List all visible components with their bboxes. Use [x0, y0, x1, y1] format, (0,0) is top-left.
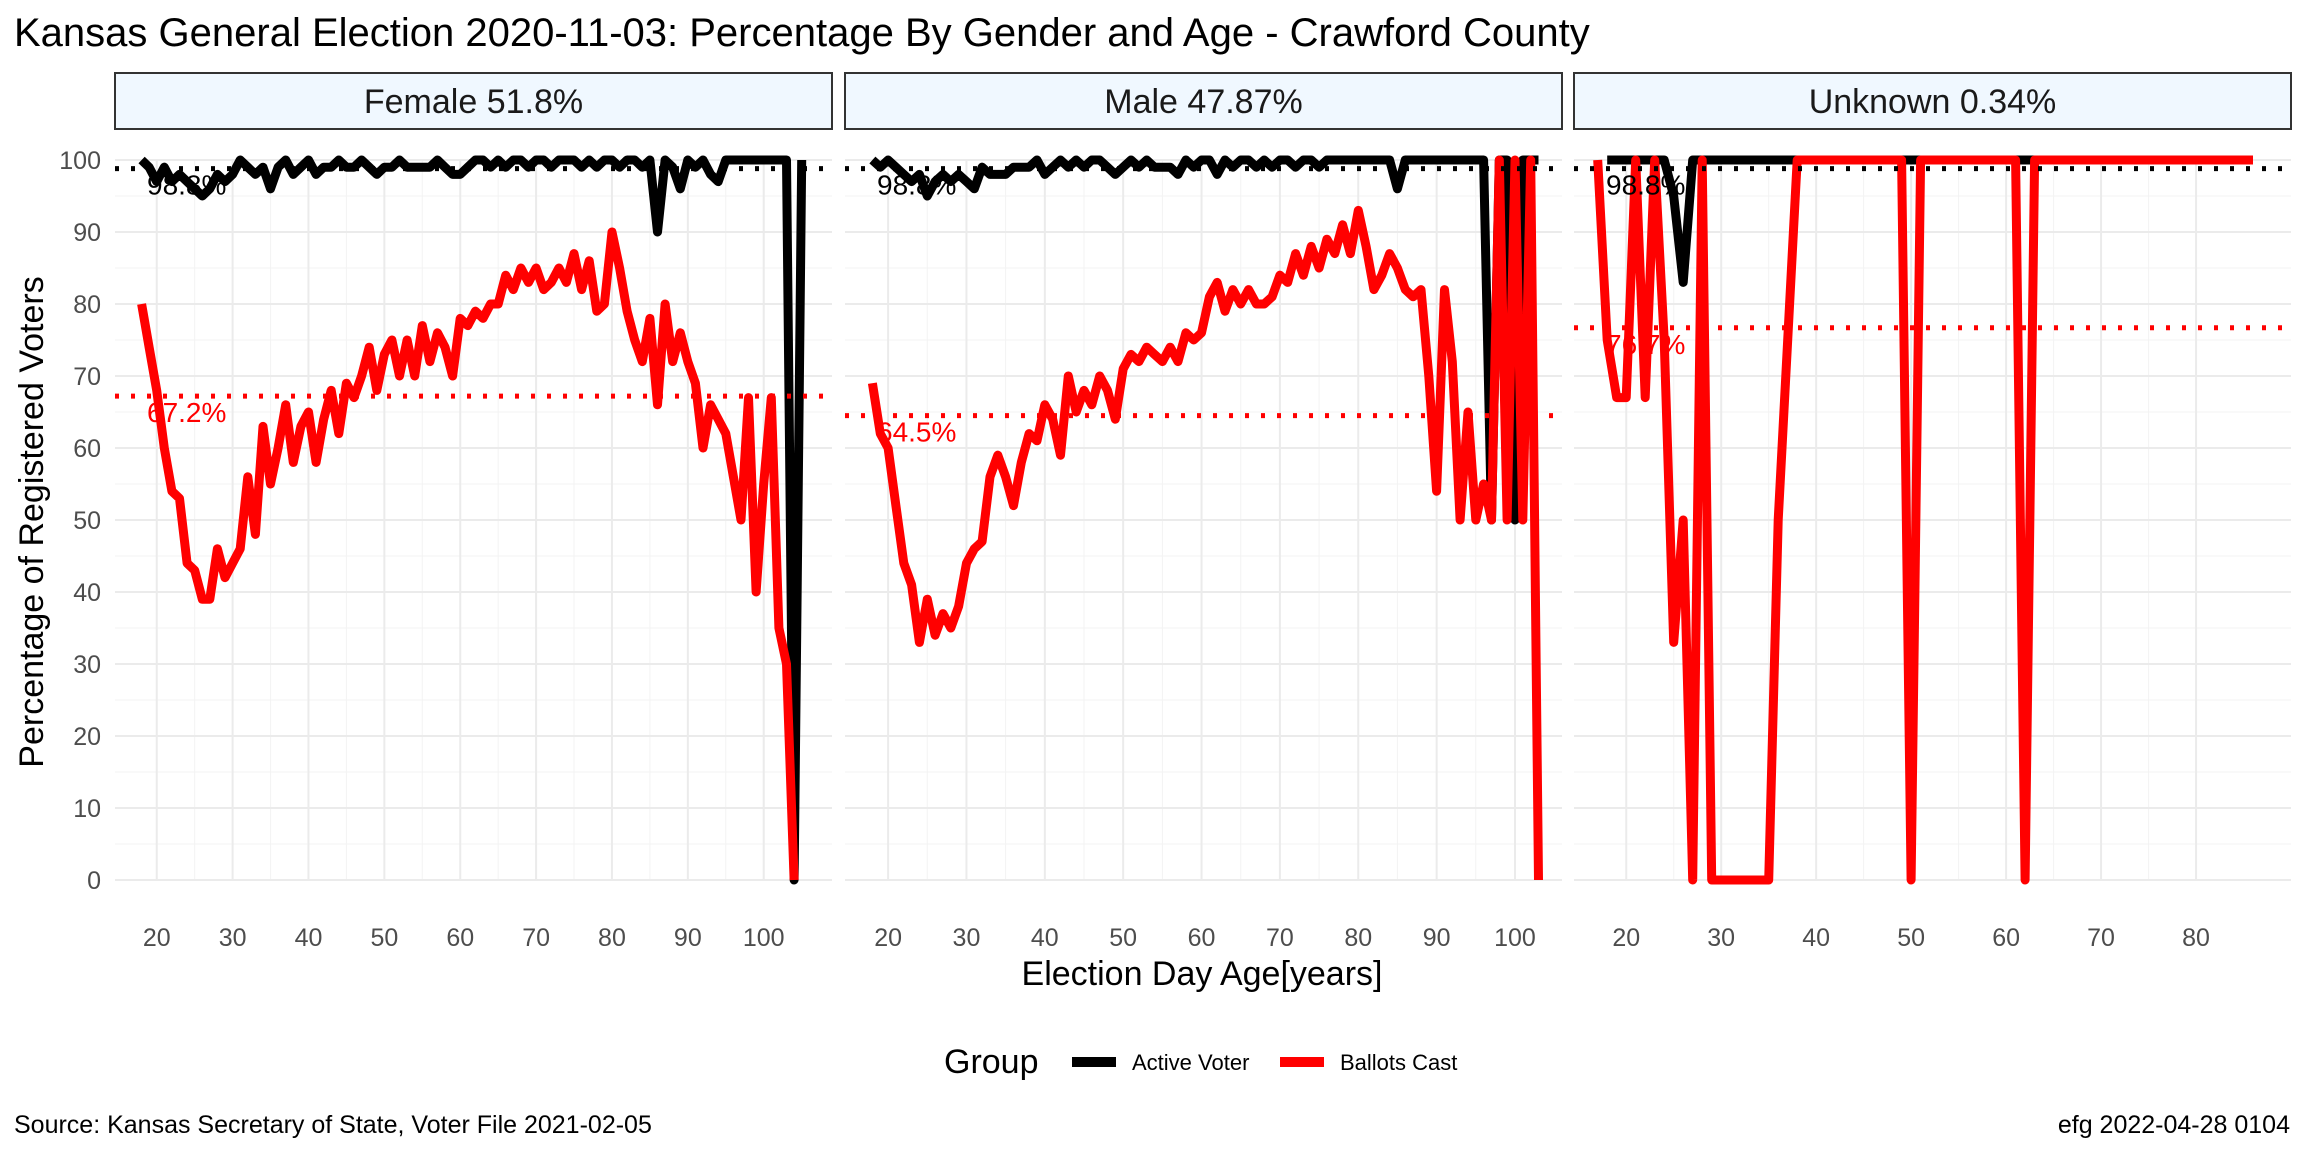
strip-label: Unknown 0.34% — [1809, 83, 2057, 121]
strip-label: Male 47.87% — [1104, 83, 1302, 121]
y-tick-label: 100 — [59, 147, 101, 175]
x-tick-label: 80 — [1344, 924, 1372, 952]
x-tick-label: 70 — [522, 924, 550, 952]
y-tick-label: 60 — [73, 435, 101, 463]
x-tick-label: 60 — [446, 924, 474, 952]
x-tick-label: 50 — [1109, 924, 1137, 952]
series-line-active-voter — [869, 155, 1539, 525]
x-tick-label: 70 — [2087, 924, 2115, 952]
x-tick-label: 20 — [143, 924, 171, 952]
x-tick-label: 100 — [1494, 924, 1536, 952]
x-tick-label: 80 — [598, 924, 626, 952]
reference-label-active-voter: 98.8% — [1606, 170, 1685, 201]
x-tick-label: 70 — [1266, 924, 1294, 952]
x-tick-label: 40 — [295, 924, 323, 952]
x-tick-label: 80 — [2182, 924, 2210, 952]
y-tick-label: 20 — [73, 723, 101, 751]
strip-box — [114, 72, 833, 130]
x-tick-label: 40 — [1802, 924, 1830, 952]
facet-panels: Female 51.8% 0 10 20 30 40 50 60 70 80 90 100 20 30 40… — [59, 72, 2292, 952]
x-tick-label: 50 — [370, 924, 398, 952]
reference-label-active-voter: 98.8% — [147, 170, 226, 201]
series-line-active-voter — [1607, 155, 2253, 287]
x-tick-label: 90 — [1423, 924, 1451, 952]
x-tick-label: 20 — [1612, 924, 1640, 952]
legend-label-ballots-cast: Ballots Cast — [1340, 1050, 1457, 1075]
x-tick-label: 40 — [1031, 924, 1059, 952]
x-tick-label: 90 — [674, 924, 702, 952]
panel-female-51-8: Female 51.8% 0 10 20 30 40 50 60 70 80 90 100 20 30 40… — [59, 72, 833, 952]
legend: Group Active Voter Ballots Cast — [944, 1043, 1457, 1081]
series-line-active-voter — [138, 155, 807, 885]
y-tick-label: 50 — [73, 507, 101, 535]
strip-box — [844, 72, 1563, 130]
y-tick-label: 70 — [73, 363, 101, 391]
reference-label-ballots-cast: 64.5% — [877, 417, 956, 448]
x-tick-label: 60 — [1188, 924, 1216, 952]
y-tick-label: 90 — [73, 219, 101, 247]
reference-label-ballots-cast: 67.2% — [147, 397, 226, 428]
x-tick-label: 30 — [1707, 924, 1735, 952]
x-tick-label: 30 — [953, 924, 981, 952]
y-axis-title: Percentage of Registered Voters — [13, 276, 51, 767]
y-tick-label: 0 — [87, 867, 101, 895]
series-line-ballots-cast — [137, 227, 799, 881]
series-line-ballots-cast — [1593, 155, 2253, 885]
series-line-ballots-cast — [867, 155, 1543, 881]
panel-male-47-87: Male 47.87% 20 30 40 50 60 70 80 90 100 98.8% 64.5% — [844, 72, 1563, 952]
reference-label-active-voter: 98.8% — [877, 170, 956, 201]
y-tick-label: 10 — [73, 795, 101, 823]
reference-label-ballots-cast: 76.7% — [1606, 329, 1685, 360]
x-tick-label: 100 — [743, 924, 785, 952]
y-tick-label: 80 — [73, 291, 101, 319]
x-tick-label: 20 — [874, 924, 902, 952]
legend-title: Group — [944, 1043, 1039, 1081]
source-caption: Source: Kansas Secretary of State, Voter… — [14, 1111, 652, 1139]
date-caption: efg 2022-04-28 0104 — [2058, 1111, 2290, 1139]
strip-box — [1573, 72, 2292, 130]
y-tick-label: 40 — [73, 579, 101, 607]
x-tick-label: 30 — [219, 924, 247, 952]
x-axis-title: Election Day Age[years] — [1022, 955, 1383, 993]
chart-title: Kansas General Election 2020-11-03: Perc… — [14, 11, 1590, 55]
legend-label-active-voter: Active Voter — [1132, 1050, 1249, 1075]
y-tick-label: 30 — [73, 651, 101, 679]
x-tick-label: 60 — [1992, 924, 2020, 952]
panel-unknown-0-34: Unknown 0.34% 20 30 40 50 60 70 80 98.8% 76.7% — [1573, 72, 2292, 952]
x-tick-label: 50 — [1897, 924, 1925, 952]
strip-label: Female 51.8% — [364, 83, 583, 121]
